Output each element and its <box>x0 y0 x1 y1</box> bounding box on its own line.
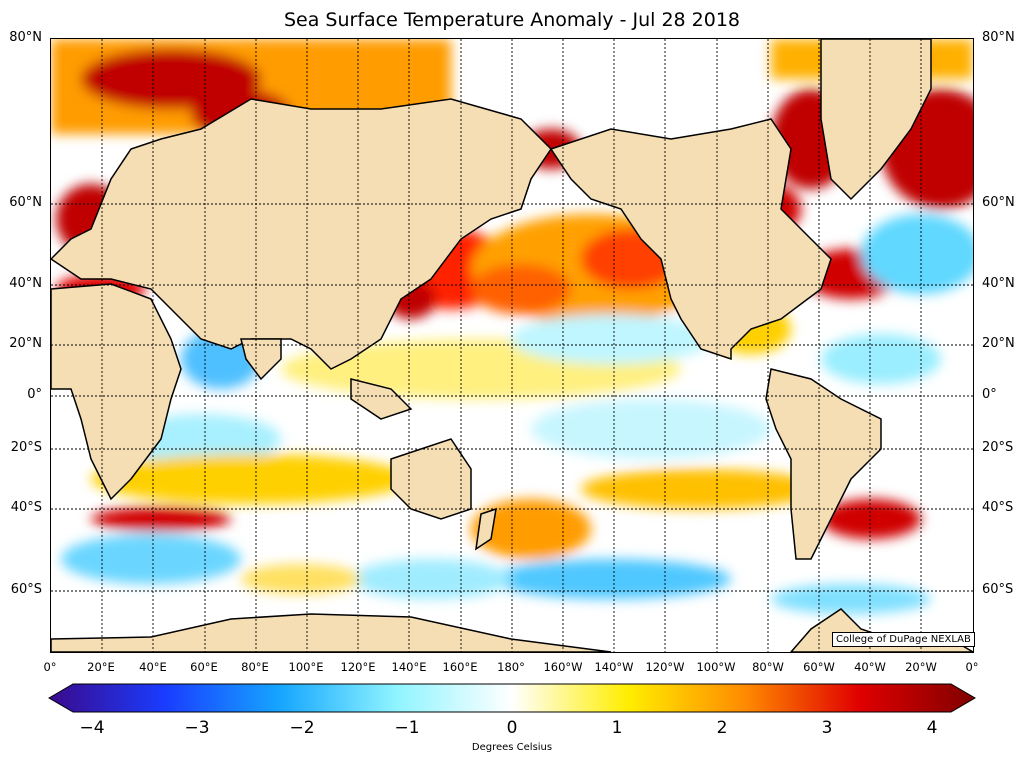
lon-label: 120°E <box>340 660 376 674</box>
lat-label-right: 60°S <box>982 582 1014 597</box>
lat-label-left: 80°N <box>9 30 42 45</box>
lat-label-right: 40°N <box>982 276 1015 291</box>
lon-label: 0° <box>43 660 57 674</box>
colorbar-tick: −1 <box>394 718 420 738</box>
lon-label: 160°E <box>442 660 478 674</box>
lat-label-right: 80°N <box>982 30 1015 45</box>
lat-label-left: 40°N <box>9 276 42 291</box>
lon-label: 140°E <box>391 660 427 674</box>
lat-label-right: 20°S <box>982 440 1014 455</box>
lon-label: 40°W <box>854 660 886 674</box>
credit-label: College of DuPage NEXLAB <box>832 632 975 647</box>
lon-label: 0° <box>965 660 979 674</box>
colorbar-tick: 3 <box>821 718 833 738</box>
lat-label-left: 40°S <box>10 500 42 515</box>
sst-anomaly-map <box>50 38 974 653</box>
colorbar-tick: 2 <box>716 718 728 738</box>
lat-label-left: 0° <box>27 387 42 402</box>
lat-label-left: 20°N <box>9 336 42 351</box>
landmasses <box>51 39 973 652</box>
map-title: Sea Surface Temperature Anomaly - Jul 28… <box>283 9 741 31</box>
lon-label: 20°W <box>905 660 937 674</box>
lon-label: 60°W <box>803 660 835 674</box>
lon-label: 120°W <box>645 660 685 674</box>
lat-label-right: 60°N <box>982 195 1015 210</box>
lon-label: 60°E <box>190 660 218 674</box>
lon-label: 180° <box>497 660 525 674</box>
lon-label: 40°E <box>139 660 167 674</box>
lat-label-left: 60°S <box>10 582 42 597</box>
lon-label: 80°E <box>241 660 269 674</box>
lat-label-left: 60°N <box>9 195 42 210</box>
lat-label-left: 20°S <box>10 440 42 455</box>
lon-label: 140°W <box>594 660 634 674</box>
lat-label-right: 0° <box>982 387 997 402</box>
colorbar-tick: −4 <box>79 718 105 738</box>
lon-label: 100°W <box>696 660 736 674</box>
graticule <box>51 39 973 652</box>
colorbar-tick: 0 <box>506 718 518 738</box>
lat-label-right: 20°N <box>982 336 1015 351</box>
lon-label: 160°W <box>543 660 583 674</box>
lon-label: 100°E <box>288 660 324 674</box>
lat-label-right: 40°S <box>982 500 1014 515</box>
colorbar <box>48 683 976 713</box>
colorbar-tick: 1 <box>611 718 623 738</box>
lon-label: 20°E <box>87 660 115 674</box>
colorbar-tick: 4 <box>926 718 938 738</box>
colorbar-tick: −3 <box>184 718 210 738</box>
colorbar-tick: −2 <box>289 718 315 738</box>
lon-label: 80°W <box>752 660 784 674</box>
colorbar-label: Degrees Celsius <box>471 742 553 753</box>
